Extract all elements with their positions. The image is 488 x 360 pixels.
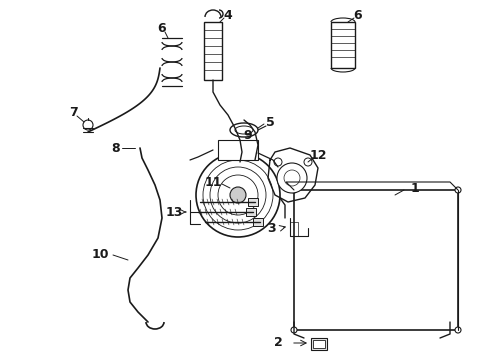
Text: 10: 10 (91, 248, 108, 261)
Circle shape (196, 153, 280, 237)
Circle shape (203, 160, 272, 230)
Bar (245, 208, 256, 216)
Circle shape (229, 187, 245, 203)
Bar (252, 218, 263, 226)
Bar (293, 190, 457, 330)
Text: 3: 3 (267, 221, 276, 234)
Bar (310, 338, 326, 350)
Circle shape (304, 158, 311, 166)
Text: 4: 4 (223, 9, 232, 22)
Text: 2: 2 (273, 337, 282, 350)
Text: 1: 1 (410, 181, 419, 194)
Text: 12: 12 (308, 149, 326, 162)
Circle shape (284, 170, 299, 186)
Circle shape (83, 120, 93, 130)
Bar (203, 22, 222, 80)
Circle shape (454, 187, 460, 193)
Text: 9: 9 (243, 129, 252, 141)
Bar (247, 198, 258, 206)
Text: 6: 6 (353, 9, 362, 22)
Circle shape (218, 175, 258, 215)
Bar (218, 140, 258, 160)
Circle shape (209, 167, 265, 223)
Circle shape (454, 327, 460, 333)
Circle shape (276, 163, 306, 193)
Text: 11: 11 (204, 176, 221, 189)
Circle shape (273, 158, 282, 166)
Text: 7: 7 (68, 105, 77, 118)
Bar (312, 340, 325, 348)
Circle shape (290, 187, 296, 193)
Text: 6: 6 (157, 22, 166, 35)
Bar (330, 22, 354, 68)
Text: 13: 13 (165, 206, 183, 219)
Text: 8: 8 (111, 141, 120, 154)
Circle shape (290, 327, 296, 333)
Text: 5: 5 (265, 116, 274, 129)
